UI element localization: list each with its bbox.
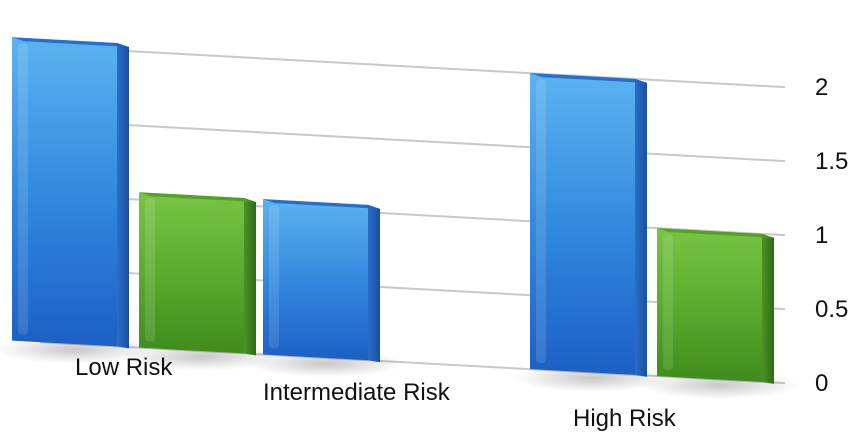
bar-side (762, 233, 774, 384)
bar-front (139, 192, 244, 354)
x-category-label: Low Risk (75, 354, 173, 381)
bar-front (530, 73, 635, 375)
bar (263, 199, 380, 363)
y-tick-label: 2 (815, 74, 828, 101)
bar-highlight (536, 79, 546, 364)
bar-highlight (145, 198, 155, 342)
gridline (39, 45, 786, 89)
gridline (39, 119, 786, 163)
bar-highlight (663, 234, 673, 371)
bar (657, 228, 774, 384)
bar-side (117, 43, 129, 349)
bar (530, 73, 647, 377)
bar-top (263, 199, 380, 209)
bar-side (244, 198, 256, 356)
bar-highlight (269, 205, 279, 349)
bar-side (368, 204, 380, 363)
bars (12, 37, 774, 384)
bar-highlight (18, 43, 28, 335)
bar-top (139, 192, 256, 203)
bar (12, 37, 129, 349)
bar-top (657, 228, 774, 238)
x-category-label: Intermediate Risk (263, 379, 451, 406)
bar-front (657, 228, 762, 382)
bar-front (263, 199, 368, 361)
y-tick-label: 0 (815, 370, 828, 397)
labels: 0 0.5 1 1.5 2 Low Risk Intermediate Risk High R… (75, 74, 848, 432)
bar-top (12, 37, 129, 48)
bar-top (530, 73, 647, 83)
x-category-label: High Risk (573, 405, 677, 432)
bar (139, 192, 256, 356)
bar-side (635, 78, 647, 377)
y-tick-label: 1 (815, 222, 828, 249)
bar-front (12, 37, 117, 347)
y-tick-label: 0.5 (815, 296, 848, 323)
y-tick-label: 1.5 (815, 148, 848, 175)
